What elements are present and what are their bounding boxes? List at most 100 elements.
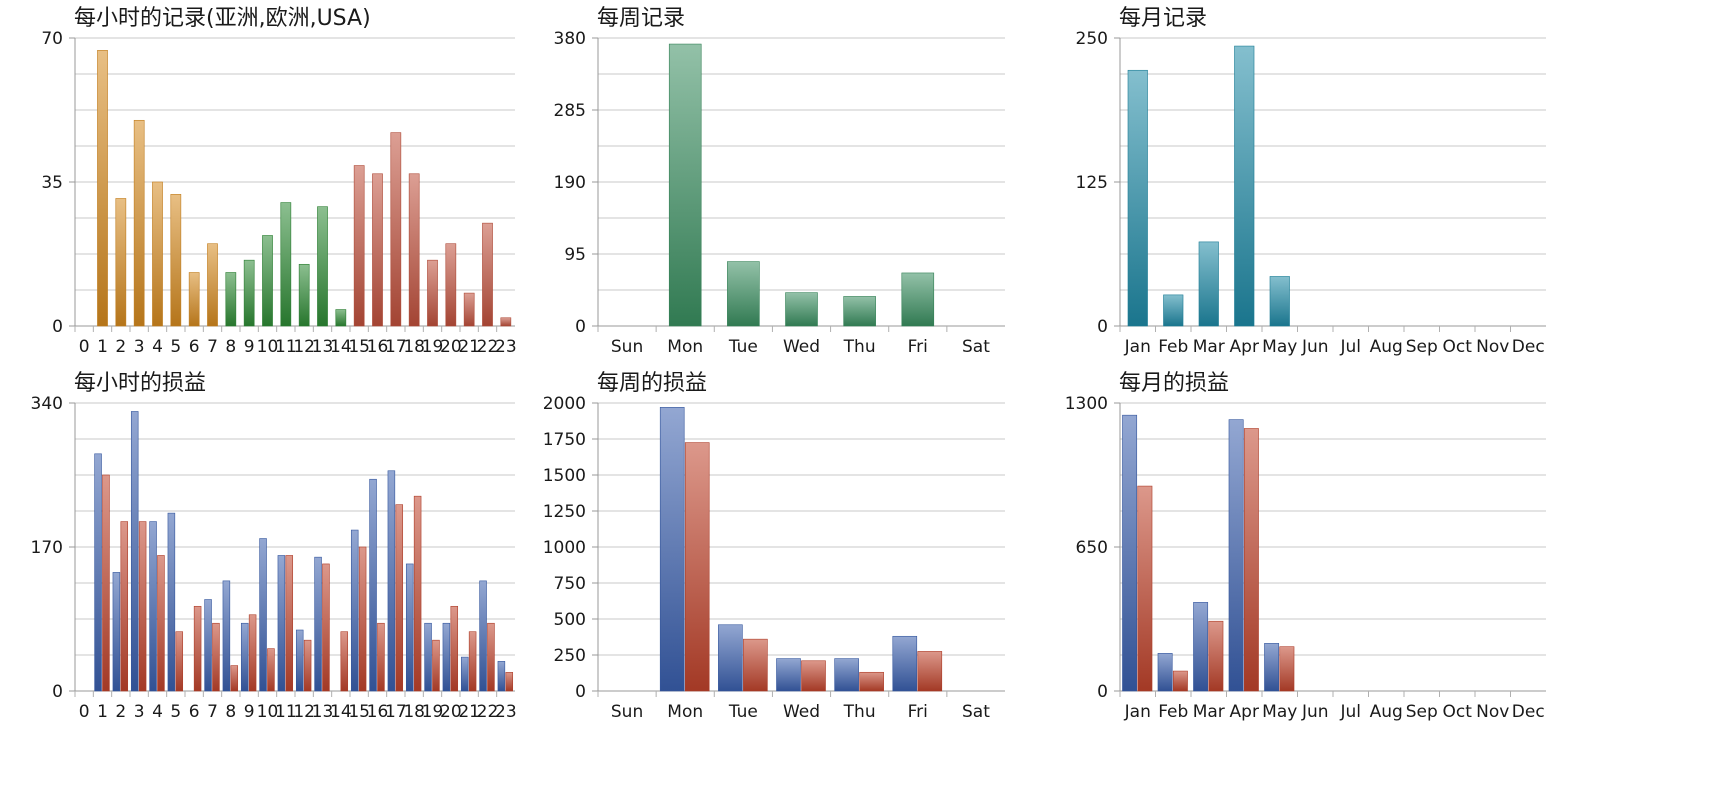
y-tick-label: 1750 bbox=[543, 430, 586, 450]
x-tick-label: 10 bbox=[257, 702, 279, 722]
bar bbox=[427, 259, 438, 327]
y-tick-label: 750 bbox=[554, 574, 586, 594]
bar bbox=[834, 658, 859, 692]
bar bbox=[445, 243, 457, 327]
x-tick-label: 12 bbox=[293, 702, 315, 722]
bar bbox=[340, 631, 349, 692]
x-tick-label: 9 bbox=[244, 337, 255, 357]
x-tick-label: 14 bbox=[330, 337, 352, 357]
bar bbox=[505, 672, 514, 692]
bar bbox=[487, 622, 495, 692]
bar bbox=[222, 580, 231, 692]
x-tick-label: 8 bbox=[225, 337, 236, 357]
x-tick-label: 16 bbox=[367, 337, 389, 357]
bar bbox=[138, 521, 147, 692]
bar bbox=[1264, 643, 1280, 692]
bar bbox=[152, 181, 163, 327]
bar bbox=[1137, 485, 1153, 692]
bar bbox=[479, 580, 487, 692]
x-tick-label: 11 bbox=[275, 702, 297, 722]
bar bbox=[859, 671, 884, 692]
bar bbox=[408, 173, 420, 327]
x-tick-label: Dec bbox=[1512, 702, 1545, 722]
y-tick-label: 1500 bbox=[543, 466, 586, 486]
x-tick-label: May bbox=[1262, 702, 1297, 722]
chart-title: 每月的损益 bbox=[1119, 371, 1229, 396]
x-tick-label: Sat bbox=[962, 337, 990, 357]
x-tick-label: Mar bbox=[1193, 702, 1225, 722]
y-tick-label: 285 bbox=[554, 101, 586, 121]
bar bbox=[901, 272, 935, 327]
y-tick-label: 0 bbox=[1097, 317, 1108, 337]
x-tick-label: 0 bbox=[79, 337, 90, 357]
x-tick-label: Nov bbox=[1476, 337, 1509, 357]
weekly-records-chart: 每周记录 0 95 190 285 380 Sun Mon Tue Wed Thu Fri Sat bbox=[554, 6, 1005, 357]
bar bbox=[243, 259, 255, 327]
x-tick-label: 5 bbox=[170, 337, 181, 357]
bar bbox=[424, 622, 432, 692]
x-tick-label: 13 bbox=[312, 702, 334, 722]
y-tick-label: 190 bbox=[554, 173, 586, 193]
bar bbox=[170, 194, 182, 327]
bar bbox=[277, 555, 286, 692]
bar bbox=[387, 470, 396, 692]
bar bbox=[684, 442, 710, 692]
y-tick-label: 250 bbox=[554, 646, 586, 666]
bar bbox=[112, 572, 121, 692]
bar bbox=[267, 648, 275, 692]
bar bbox=[130, 411, 139, 692]
bar bbox=[175, 631, 184, 692]
y-tick-label: 250 bbox=[1076, 29, 1108, 49]
bar bbox=[259, 538, 267, 692]
bar bbox=[432, 639, 440, 692]
x-tick-label: 4 bbox=[152, 337, 163, 357]
y-tick-label: 70 bbox=[41, 29, 63, 49]
y-tick-label: 0 bbox=[52, 682, 63, 702]
x-tick-label: Mon bbox=[667, 702, 703, 722]
x-tick-label: Aug bbox=[1370, 702, 1403, 722]
bar bbox=[322, 563, 330, 692]
y-tick-label: 95 bbox=[564, 245, 586, 265]
x-tick-label: Oct bbox=[1443, 702, 1473, 722]
chart-title: 每周记录 bbox=[597, 6, 685, 31]
x-tick-label: 0 bbox=[79, 702, 90, 722]
y-tick-label: 2000 bbox=[543, 394, 586, 414]
x-tick-label: 15 bbox=[348, 702, 370, 722]
x-tick-label: 4 bbox=[152, 702, 163, 722]
bar bbox=[204, 599, 212, 692]
bar bbox=[248, 614, 257, 692]
x-tick-label: 9 bbox=[244, 702, 255, 722]
x-tick-label: 2 bbox=[115, 702, 126, 722]
bar bbox=[727, 261, 760, 327]
bar bbox=[372, 173, 383, 327]
bar bbox=[463, 292, 475, 327]
x-tick-label: Dec bbox=[1512, 337, 1545, 357]
x-tick-label: 10 bbox=[257, 337, 279, 357]
bar bbox=[843, 296, 876, 327]
x-tick-label: Wed bbox=[783, 702, 820, 722]
x-tick-label: Thu bbox=[843, 337, 876, 357]
x-tick-label: Jun bbox=[1301, 337, 1329, 357]
x-tick-label: Mar bbox=[1193, 337, 1225, 357]
bar bbox=[193, 605, 202, 692]
bar bbox=[390, 132, 402, 327]
y-tick-label: 170 bbox=[31, 538, 63, 558]
x-tick-label: 15 bbox=[348, 337, 370, 357]
x-tick-label: May bbox=[1262, 337, 1297, 357]
gridlines bbox=[1120, 402, 1546, 692]
x-tick-label: 5 bbox=[170, 702, 181, 722]
chart-title: 每小时的损益 bbox=[74, 371, 206, 396]
x-tick-label: Oct bbox=[1443, 337, 1473, 357]
bar bbox=[350, 529, 359, 692]
y-tick-label: 0 bbox=[575, 682, 586, 702]
x-tick-label: 16 bbox=[367, 702, 389, 722]
monthly-records-chart: 每月记录 0 125 250 Jan Feb Mar Apr May Jun Jul Aug Sep Oc… bbox=[1076, 6, 1546, 357]
x-tick-label: Apr bbox=[1230, 702, 1259, 722]
x-tick-label: Jul bbox=[1339, 702, 1361, 722]
x-tick-label: Sun bbox=[611, 702, 643, 722]
bar bbox=[743, 638, 768, 692]
x-tick-label: Sep bbox=[1406, 337, 1438, 357]
x-tick-label: 7 bbox=[207, 702, 218, 722]
bar bbox=[230, 665, 239, 692]
